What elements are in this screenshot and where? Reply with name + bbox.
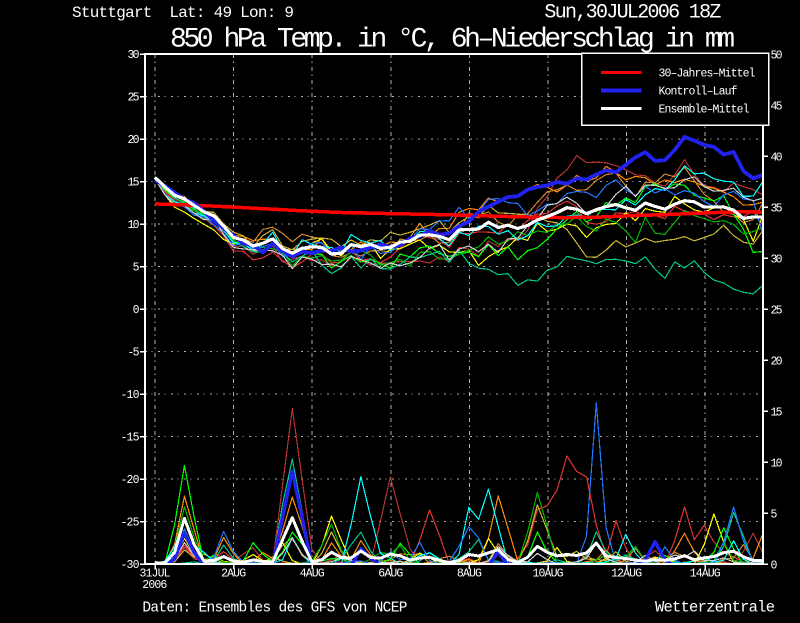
svg-text:0: 0 [133, 304, 140, 317]
svg-text:Sun,30JUL2006 18Z: Sun,30JUL2006 18Z [544, 2, 721, 25]
svg-text:850 hPa Temp. in °C, 6h–Nieder: 850 hPa Temp. in °C, 6h–Niederschlag in … [170, 25, 735, 56]
svg-text:-30: -30 [121, 559, 140, 572]
svg-text:15: 15 [771, 407, 783, 420]
svg-text:2006: 2006 [142, 579, 167, 592]
svg-text:-15: -15 [121, 432, 140, 445]
svg-text:-25: -25 [121, 517, 140, 530]
svg-text:30–Jahres–Mittel: 30–Jahres–Mittel [659, 68, 756, 81]
svg-text:31JUL: 31JUL [140, 568, 171, 581]
svg-text:Ensemble–Mittel: Ensemble–Mittel [659, 104, 750, 117]
svg-text:45: 45 [771, 101, 783, 114]
svg-text:35: 35 [771, 203, 783, 216]
svg-text:4AUG: 4AUG [300, 568, 325, 581]
svg-text:Stuttgart Lat: 49 Lon: 9: Stuttgart Lat: 49 Lon: 9 [72, 4, 294, 22]
svg-text:10: 10 [771, 458, 783, 471]
svg-text:2AUG: 2AUG [221, 568, 246, 581]
svg-text:30: 30 [128, 49, 140, 62]
svg-text:-10: -10 [121, 389, 140, 402]
svg-text:5: 5 [133, 262, 140, 275]
svg-text:25: 25 [771, 305, 783, 318]
svg-text:12AUG: 12AUG [611, 568, 642, 581]
svg-text:8AUG: 8AUG [457, 568, 482, 581]
svg-text:20: 20 [128, 134, 140, 147]
svg-text:10: 10 [128, 219, 140, 232]
svg-text:5: 5 [771, 509, 778, 522]
svg-text:25: 25 [128, 92, 140, 105]
svg-text:14AUG: 14AUG [690, 568, 721, 581]
svg-text:15: 15 [128, 177, 140, 190]
svg-text:-5: -5 [128, 347, 140, 360]
svg-text:10AUG: 10AUG [533, 568, 564, 581]
svg-text:6AUG: 6AUG [378, 568, 403, 581]
svg-text:0: 0 [771, 560, 778, 573]
svg-text:Daten: Ensembles des GFS von N: Daten: Ensembles des GFS von NCEP [142, 601, 407, 617]
svg-text:-20: -20 [121, 474, 140, 487]
svg-text:Wetterzentrale: Wetterzentrale [655, 599, 775, 617]
svg-text:20: 20 [771, 356, 783, 369]
svg-text:40: 40 [771, 152, 783, 165]
svg-text:Kontroll–Lauf: Kontroll–Lauf [659, 86, 738, 99]
svg-text:50: 50 [771, 50, 783, 63]
svg-text:30: 30 [771, 254, 783, 267]
